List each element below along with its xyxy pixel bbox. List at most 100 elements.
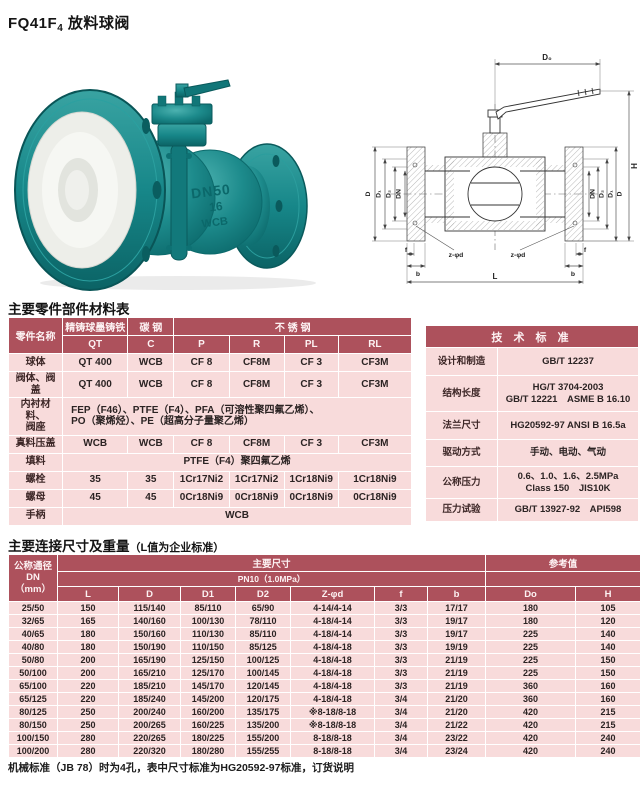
dimension-cell: 165/190 bbox=[118, 653, 181, 667]
material-cell: 35 bbox=[127, 470, 175, 490]
dimension-cell: 280 bbox=[57, 744, 119, 758]
dimension-cell: 115/140 bbox=[118, 601, 181, 615]
part-name-cell: 填料 bbox=[7, 452, 64, 472]
dimension-cell: 220 bbox=[57, 679, 119, 693]
materials-row: 螺栓 35 35 1Cr17Ni2 1Cr17Ni2 1Cr18Ni9 1Cr18Ni9 bbox=[7, 470, 413, 490]
dimension-row: 40/80 180 150/190 110/150 85/125 4-18/4-18 3/3… bbox=[8, 640, 642, 654]
product-photo-figure: DN50 16 WCB bbox=[8, 40, 340, 294]
dimension-cell: 150/190 bbox=[118, 640, 181, 654]
part-name-cell: 手柄 bbox=[7, 506, 64, 526]
dimension-cell: 215 bbox=[575, 718, 642, 732]
dimension-cell: 160 bbox=[575, 692, 642, 706]
dimension-cell: 200 bbox=[57, 666, 119, 680]
part-name-cell: 球体 bbox=[7, 353, 64, 372]
dim-label-f-left: f bbox=[405, 247, 408, 254]
dimension-drawing: D₀ H D D₁ D₂ DN DN D₂ D₁ D f b f b L z-φ… bbox=[365, 53, 639, 284]
dimension-cell: 150 bbox=[575, 653, 642, 667]
standard-label-cell: 压力试验 bbox=[425, 498, 498, 522]
dn-size-cell: 50/100 bbox=[8, 666, 58, 680]
dimension-cell: 165/210 bbox=[118, 666, 181, 680]
material-cell: CF 3 bbox=[283, 434, 339, 454]
dim-label-d2-right: D₂ bbox=[599, 190, 606, 198]
dimension-cell: 180 bbox=[485, 614, 577, 628]
dimensions-title-note: （L值为企业标准） bbox=[129, 542, 225, 554]
dimension-row: 50/80 200 165/190 125/150 100/125 4-18/4-18 3/… bbox=[8, 653, 642, 667]
stop-bracket bbox=[183, 79, 231, 98]
part-name-cell: 真料压盖 bbox=[7, 434, 64, 454]
dimension-cell: 4-18/4-14 bbox=[290, 627, 375, 641]
dimension-cell: 280 bbox=[57, 731, 119, 745]
dn-size-cell: 65/100 bbox=[8, 679, 58, 693]
dim-label-b-left: b bbox=[416, 271, 420, 278]
materials-section-title: 主要零件部件材料表 bbox=[8, 302, 130, 317]
material-cell: 0Cr18Ni9 bbox=[283, 488, 339, 508]
dimension-row: 80/150 250 200/265 160/225 135/200 ※8-18/8-18… bbox=[8, 718, 642, 732]
dim-column-header: L bbox=[57, 586, 119, 602]
dn-size-cell: 32/65 bbox=[8, 614, 58, 628]
dimension-row: 80/125 250 200/240 160/200 135/175 ※8-18/8-18… bbox=[8, 705, 642, 719]
handle-lever bbox=[495, 88, 601, 120]
col-reference-spacer bbox=[485, 571, 642, 587]
dimension-columns-row: L D D1 D2 Z-φd f b Do H bbox=[9, 586, 642, 602]
part-name-cell: 螺栓 bbox=[7, 470, 64, 490]
grade-header: QT bbox=[62, 335, 129, 354]
dim-column-header: D1 bbox=[180, 586, 236, 602]
dimension-cell: 100/130 bbox=[180, 614, 236, 628]
dimension-cell: 125/170 bbox=[180, 666, 236, 680]
standards-row: 压力试验 GB/T 13927-92 API598 bbox=[425, 498, 640, 522]
model-code-subscript: 4 bbox=[57, 23, 64, 34]
dimension-cell: 225 bbox=[485, 653, 577, 667]
dimension-cell: 185/210 bbox=[118, 679, 181, 693]
dimension-cell: 160 bbox=[575, 679, 642, 693]
materials-row: 阀体、阀盖 QT 400 WCB CF 8 CF8M CF 3 CF3M bbox=[7, 371, 413, 398]
standard-label-cell: 设计和制造 bbox=[425, 347, 498, 376]
material-cell: QT 400 bbox=[62, 353, 129, 372]
dn-size-cell: 50/80 bbox=[8, 653, 58, 667]
dimension-cell: 85/110 bbox=[235, 627, 291, 641]
dimension-row: 40/65 180 150/160 110/130 85/110 4-18/4-14 3/3… bbox=[8, 627, 642, 641]
grade-header: R bbox=[228, 335, 285, 354]
material-cell: WCB bbox=[62, 434, 129, 454]
dimension-cell: 420 bbox=[485, 744, 577, 758]
dim-label-d1-left: D₁ bbox=[376, 190, 383, 198]
dimension-cell: 200 bbox=[57, 653, 119, 667]
standard-label-cell: 法兰尺寸 bbox=[425, 411, 498, 440]
marking-material: WCB bbox=[201, 215, 229, 230]
dimension-cell: 135/175 bbox=[235, 705, 291, 719]
dim-column-header: f bbox=[374, 586, 428, 602]
col-part-name: 零件名称 bbox=[7, 317, 64, 354]
part-name-cell: 螺母 bbox=[7, 488, 64, 508]
dimension-cell: 3/4 bbox=[374, 692, 428, 706]
standard-label-cell: 驱动方式 bbox=[425, 439, 498, 467]
material-cell: 0Cr18Ni9 bbox=[337, 488, 413, 508]
material-cell: CF8M bbox=[228, 353, 285, 372]
col-stainless-steel: 不 锈 钢 bbox=[173, 317, 412, 336]
dimension-cell: 160/225 bbox=[180, 718, 236, 732]
dimension-cell: 100/125 bbox=[235, 653, 291, 667]
dimension-cell: 155/200 bbox=[235, 731, 291, 745]
dimension-cell: 4-18/4-14 bbox=[290, 614, 375, 628]
dimensions-title-text: 主要连接尺寸及重量 bbox=[8, 539, 130, 554]
dimension-row: 65/100 220 185/210 145/170 120/145 4-18/4-18 3… bbox=[8, 679, 642, 693]
dim-label-dn-left: DN bbox=[396, 189, 403, 199]
dimension-cell: 8-18/8-18 bbox=[290, 731, 375, 745]
grade-header: C bbox=[127, 335, 175, 354]
dimension-cell: 145/170 bbox=[180, 679, 236, 693]
dimension-cell: 3/4 bbox=[374, 744, 428, 758]
left-flange-section bbox=[406, 146, 426, 242]
dimension-cell: 17/17 bbox=[426, 601, 487, 615]
footnote: 机械标准（JB 78）时为4孔，表中尺寸标准为HG20592-97标准，订货说明 bbox=[8, 762, 354, 774]
dimension-cell: 215 bbox=[575, 705, 642, 719]
dimension-cell: 3/3 bbox=[374, 601, 428, 615]
marking-dn: DN50 bbox=[190, 181, 231, 202]
dimension-row: 32/65 165 140/160 100/130 78/110 4-18/4-14 3/3… bbox=[8, 614, 642, 628]
material-cell: 1Cr17Ni2 bbox=[228, 470, 285, 490]
materials-table: 零件名称 精铸球墨铸铁 碳 钢 不 锈 钢 QT C P R PL RL 球体 QT 400… bbox=[7, 317, 413, 526]
dimension-row: 65/125 220 185/240 145/200 120/175 4-18/4-18 3… bbox=[8, 692, 642, 706]
dimension-cell: 200/265 bbox=[118, 718, 181, 732]
dimension-cell: 23/24 bbox=[426, 744, 487, 758]
dimensions-table-body: 25/50 150 115/140 85/110 65/90 4-14/4-14 3/3 17… bbox=[8, 601, 642, 758]
gland bbox=[157, 123, 207, 147]
dimension-cell: 3/3 bbox=[374, 666, 428, 680]
valve-body-markings: DN50 16 WCB bbox=[190, 181, 231, 231]
